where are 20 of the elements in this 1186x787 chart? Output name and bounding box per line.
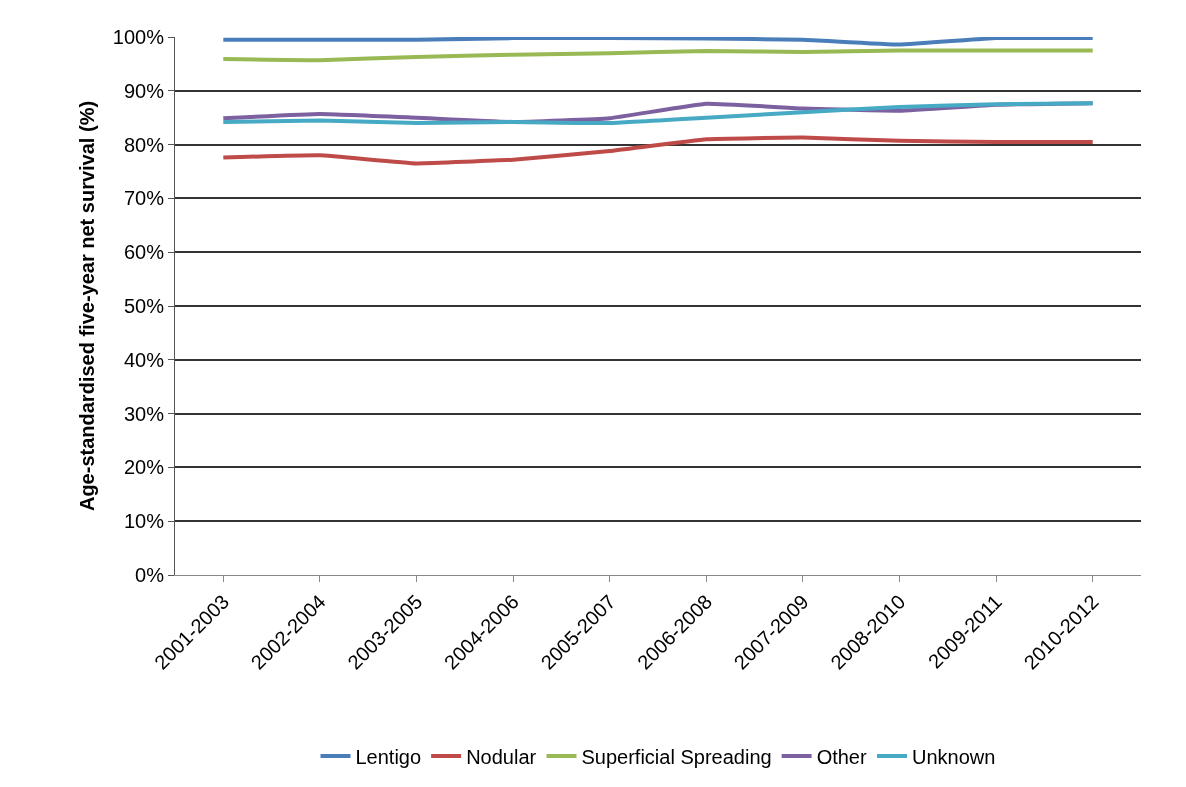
y-tick-label: 20%	[123, 456, 165, 479]
line-series	[221, 37, 1095, 47]
y-axis-title: Age-standardised five-year net survival (%)	[76, 100, 99, 512]
y-tick-label: 90%	[123, 79, 165, 102]
legend-label: Superficial Spreading	[581, 745, 772, 768]
y-tick-label: 0%	[135, 564, 165, 586]
y-tick-label: 80%	[123, 133, 165, 156]
y-tick-label: 30%	[123, 402, 165, 425]
y-tick-label: 10%	[123, 510, 165, 533]
y-tick-label: 70%	[123, 187, 165, 210]
line-series	[221, 135, 1095, 166]
y-tick-label: 100%	[112, 26, 165, 48]
y-tick-label: 50%	[123, 295, 165, 317]
legend-label: Other	[816, 745, 867, 768]
y-tick-label: 40%	[123, 348, 165, 371]
y-tick-label: 60%	[123, 241, 165, 264]
line-series	[221, 48, 1095, 63]
legend-label: Lentigo	[355, 745, 422, 768]
legend-label: Nodular	[466, 745, 537, 768]
legend-label: Unknown	[911, 745, 996, 768]
